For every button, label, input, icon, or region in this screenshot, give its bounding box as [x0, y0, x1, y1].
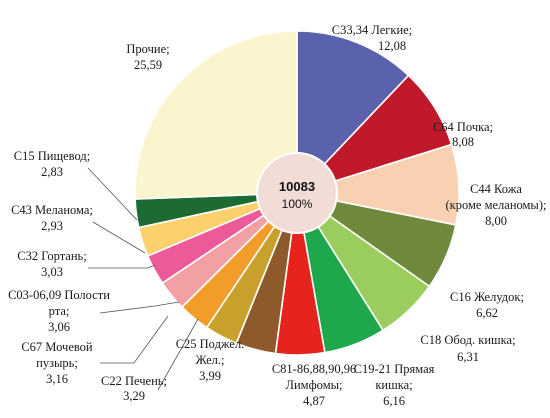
slice-name-label: C64 Почка; [433, 120, 493, 134]
leader-line [87, 167, 138, 221]
slice-name-label: C32 Гортань; [17, 249, 86, 263]
slice-value-label: 6,62 [476, 306, 498, 320]
pie-slice [134, 30, 298, 200]
slice-name-label: C16 Желудок; [450, 290, 524, 304]
slice-value-label: 2,83 [41, 165, 63, 179]
leader-line [157, 318, 199, 391]
slice-name-label: рта; [49, 304, 70, 318]
slice-name-label: C44 Кожа [470, 182, 522, 196]
slice-value-label: 2,93 [41, 219, 63, 233]
center-total: 10083 [279, 179, 315, 194]
slice-value-label: 4,87 [303, 394, 325, 408]
slice-name-label: Прочие; [126, 42, 169, 56]
slice-value-label: 8,08 [452, 135, 474, 149]
slice-name-label: Жел.; [196, 353, 225, 367]
leader-line [99, 301, 180, 314]
slice-name-label: C43 Меланома; [11, 203, 93, 217]
slice-name-label: пузырь; [36, 356, 78, 370]
slice-value-label: 3,99 [199, 369, 221, 383]
slice-value-label: 3,29 [123, 389, 145, 403]
slice-name-label: C03-06,09 Полости [8, 288, 110, 302]
slice-name-label: C33,34 Легкие; [332, 23, 412, 37]
slice-name-label: C25 Поджел. [176, 337, 245, 351]
slice-name-label: C67 Мочевой [21, 340, 93, 354]
slice-name-label: C15 Пищевод; [14, 149, 90, 163]
slice-value-label: 6,31 [457, 350, 479, 364]
slice-name-label: C81-86,88,90,96 [272, 362, 356, 376]
slice-value-label: 6,16 [383, 394, 405, 408]
slice-labels: C33,34 Легкие; 12,08 C64 Почка;8,08 C44 Кож… [8, 23, 546, 408]
slice-name-label: кишка; [375, 378, 412, 392]
slice-name-label: C18 Обод. кишка; [420, 333, 515, 347]
slice-value-label: 12,08 [378, 39, 406, 53]
slice-value-label: 3,03 [41, 265, 63, 279]
slice-name-label: (кроме меланомы); [446, 198, 547, 212]
leader-lines [87, 167, 199, 391]
leader-line [100, 315, 169, 364]
center-circle [256, 152, 338, 234]
slice-name-label: C19-21 Прямая [354, 362, 435, 376]
slice-name-label: Лимфомы; [286, 378, 343, 392]
pie-slice [296, 30, 410, 196]
slice-name-label: C22 Печень; [101, 374, 167, 388]
leader-line [92, 221, 146, 254]
pie-slices [134, 30, 460, 356]
center-percent: 100% [282, 197, 313, 211]
slice-value-label: 3,06 [48, 320, 70, 334]
slice-value-label: 8,00 [485, 214, 507, 228]
slice-value-label: 3,16 [46, 372, 68, 386]
leader-line [88, 264, 156, 269]
center-hub: 10083 100% [256, 152, 338, 234]
slice-value-label: 25,59 [134, 58, 162, 72]
